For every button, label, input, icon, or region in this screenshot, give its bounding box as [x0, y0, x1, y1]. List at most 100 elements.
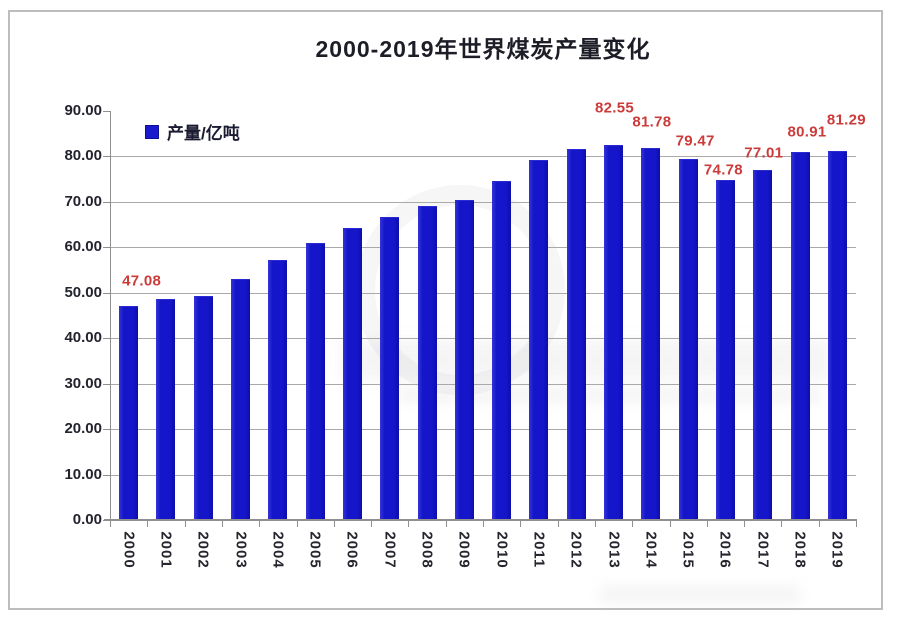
data-label: 74.78 — [703, 161, 743, 179]
data-label: 79.47 — [675, 132, 715, 150]
x-tick-label: 2009 — [455, 531, 473, 569]
x-tick-label: 2006 — [343, 531, 361, 569]
y-axis-tick — [103, 338, 110, 340]
x-axis-tick — [669, 521, 671, 527]
plot-area — [110, 111, 856, 520]
x-tick-label: 2016 — [716, 531, 734, 569]
y-tick-label: 10.00 — [64, 465, 102, 483]
gridline — [110, 247, 856, 249]
x-tick-label: 2019 — [828, 531, 846, 569]
x-axis — [104, 519, 857, 521]
bar — [305, 243, 325, 520]
bar — [417, 205, 437, 520]
bar — [454, 200, 474, 520]
gridline — [110, 338, 856, 340]
gridline — [110, 429, 856, 431]
x-axis-tick — [856, 521, 857, 527]
x-tick-label: 2010 — [493, 531, 511, 569]
x-tick-label: 2001 — [157, 531, 175, 569]
x-axis-tick — [445, 521, 447, 527]
y-axis-tick — [103, 247, 110, 249]
gridline — [110, 474, 856, 476]
bar — [827, 150, 847, 520]
y-tick-label: 0.00 — [72, 511, 102, 528]
x-tick-label: 2008 — [418, 531, 436, 569]
bar — [156, 298, 176, 520]
y-axis-tick — [103, 429, 110, 431]
y-axis-tick — [103, 520, 110, 521]
bar — [193, 295, 213, 520]
legend: 产量/亿吨 — [145, 119, 240, 144]
y-tick-label: 40.00 — [64, 329, 102, 347]
x-axis-tick — [333, 521, 335, 527]
bar — [380, 217, 400, 520]
x-tick-label: 2015 — [679, 531, 697, 569]
x-axis-tick — [259, 521, 261, 527]
bar — [753, 170, 773, 520]
bar — [231, 279, 251, 520]
x-axis-tick — [520, 521, 522, 527]
x-axis-tick — [147, 521, 149, 527]
x-axis-tick — [632, 521, 634, 527]
data-label: 77.01 — [744, 144, 784, 162]
data-label: 81.78 — [632, 113, 672, 131]
bar — [715, 180, 735, 520]
y-axis-tick — [103, 383, 110, 385]
x-tick-label: 2000 — [120, 531, 138, 569]
x-axis-tick — [483, 521, 484, 527]
bar — [268, 260, 288, 520]
gridline — [110, 383, 856, 385]
bar — [529, 159, 549, 520]
y-tick-label: 20.00 — [64, 420, 102, 438]
bar — [342, 228, 362, 520]
x-axis-tick — [296, 521, 298, 527]
x-axis-tick — [744, 521, 746, 527]
x-tick-label: 2014 — [642, 531, 660, 569]
y-axis-tick — [103, 111, 110, 112]
x-axis-tick — [371, 521, 373, 527]
legend-swatch-icon — [145, 124, 159, 139]
x-axis-tick — [706, 521, 708, 527]
bar — [566, 148, 586, 520]
x-tick-label: 2017 — [754, 531, 772, 569]
data-label: 80.91 — [787, 123, 827, 141]
x-tick-label: 2004 — [269, 531, 287, 569]
gridline — [110, 156, 856, 158]
x-tick-label: 2005 — [306, 531, 324, 569]
x-axis-tick — [110, 521, 111, 527]
x-axis-tick — [408, 521, 410, 527]
bar — [678, 158, 698, 520]
y-tick-label: 80.00 — [64, 147, 102, 165]
y-axis-tick — [103, 292, 110, 294]
x-axis-tick — [818, 521, 820, 527]
y-tick-label: 50.00 — [64, 283, 102, 301]
bar — [604, 144, 624, 520]
y-tick-label: 90.00 — [64, 102, 102, 119]
y-axis-tick — [103, 474, 110, 476]
y-axis-tick — [103, 156, 110, 158]
chart-outer-frame — [8, 10, 883, 610]
gridline — [110, 292, 856, 294]
x-axis-tick — [221, 521, 223, 527]
y-tick-label: 70.00 — [64, 192, 102, 210]
data-label: 47.08 — [122, 272, 162, 290]
x-tick-label: 2011 — [530, 531, 548, 569]
data-label: 82.55 — [595, 99, 635, 117]
x-axis-tick — [557, 521, 559, 527]
x-tick-label: 2013 — [605, 531, 623, 569]
y-axis-tick — [103, 201, 110, 203]
y-tick-label: 60.00 — [64, 238, 102, 256]
legend-label: 产量/亿吨 — [167, 124, 240, 143]
x-tick-label: 2003 — [232, 531, 250, 569]
bar — [492, 180, 512, 520]
x-axis-tick — [184, 521, 186, 527]
bar — [790, 152, 810, 520]
y-axis — [110, 111, 111, 520]
data-label: 81.29 — [826, 111, 866, 129]
bar — [119, 306, 139, 520]
x-tick-label: 2007 — [381, 531, 399, 569]
chart-title: 2000-2019年世界煤炭产量变化 — [315, 36, 651, 62]
x-axis-tick — [781, 521, 783, 527]
y-tick-label: 30.00 — [64, 374, 102, 392]
